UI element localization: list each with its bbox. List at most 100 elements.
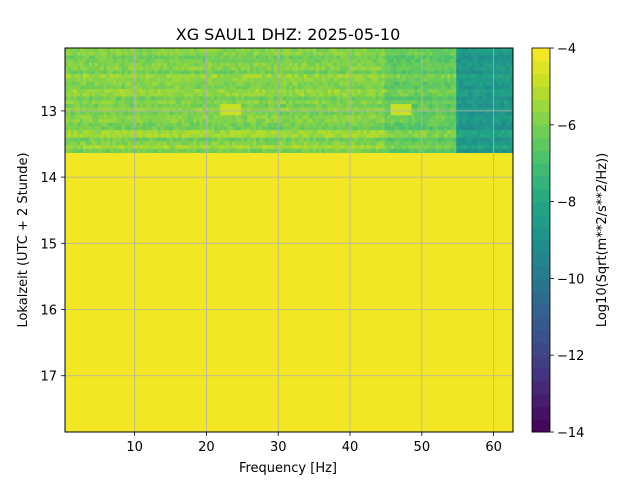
- heatmap-cell: [381, 51, 385, 56]
- heatmap-cell: [297, 122, 302, 127]
- heatmap-cell: [417, 141, 421, 146]
- heatmap-cell: [384, 89, 388, 94]
- heatmap-cell: [79, 59, 84, 64]
- heatmap-cell: [471, 51, 475, 56]
- heatmap-cell: [402, 92, 406, 97]
- heatmap-cell: [103, 77, 108, 83]
- heatmap-cell: [291, 137, 296, 142]
- heatmap-cell: [106, 100, 111, 105]
- heatmap-cell: [235, 145, 239, 150]
- heatmap-cell: [324, 130, 329, 135]
- heatmap-cell: [268, 77, 272, 83]
- heatmap-cell: [309, 89, 314, 94]
- heatmap-cell: [226, 104, 230, 109]
- heatmap-cell: [351, 104, 356, 109]
- colorbar-level: [532, 304, 550, 318]
- heatmap-cell: [498, 81, 502, 86]
- heatmap-cell: [378, 104, 382, 109]
- heatmap-cell: [441, 145, 445, 150]
- heatmap-cell: [384, 59, 388, 64]
- heatmap-cell: [178, 96, 182, 101]
- heatmap-cell: [345, 145, 350, 150]
- heatmap-cell: [294, 100, 299, 105]
- heatmap-cell: [226, 111, 230, 116]
- heatmap-cell: [139, 92, 144, 97]
- heatmap-cell: [202, 145, 206, 150]
- heatmap-cell: [468, 48, 472, 53]
- heatmap-cell: [190, 141, 194, 146]
- heatmap-cell: [354, 55, 359, 60]
- heatmap-cell: [294, 66, 299, 71]
- heatmap-cell: [151, 126, 155, 131]
- heatmap-cell: [127, 48, 132, 53]
- heatmap-cell: [178, 141, 182, 146]
- heatmap-cell: [241, 66, 245, 71]
- heatmap-cell: [315, 81, 320, 86]
- heatmap-cell: [297, 51, 302, 56]
- heatmap-cell: [265, 148, 269, 154]
- heatmap-cell: [67, 137, 72, 142]
- heatmap-cell: [507, 92, 511, 97]
- heatmap-cell: [259, 115, 263, 120]
- heatmap-cell: [465, 122, 469, 127]
- heatmap-cell: [354, 48, 359, 53]
- heatmap-cell: [106, 122, 111, 127]
- heatmap-cell: [124, 89, 129, 94]
- heatmap-cell: [294, 126, 299, 131]
- heatmap-cell: [199, 48, 203, 53]
- heatmap-cell: [79, 145, 84, 150]
- heatmap-cell: [396, 96, 400, 101]
- heatmap-cell: [375, 89, 379, 94]
- heatmap-cell: [444, 48, 448, 53]
- heatmap-cell: [477, 100, 481, 105]
- heatmap-cell: [309, 70, 314, 75]
- heatmap-cell: [417, 89, 421, 94]
- heatmap-cell: [306, 130, 311, 135]
- heatmap-cell: [151, 62, 155, 68]
- heatmap-cell: [423, 74, 427, 79]
- heatmap-cell: [468, 107, 472, 112]
- heatmap-cell: [169, 48, 173, 53]
- heatmap-cell: [148, 51, 153, 56]
- heatmap-cell: [351, 115, 356, 120]
- heatmap-cell: [250, 145, 254, 150]
- heatmap-cell: [223, 85, 227, 90]
- heatmap-cell: [223, 66, 227, 71]
- heatmap-cell: [244, 137, 248, 142]
- heatmap-cell: [489, 122, 493, 127]
- heatmap-cell: [393, 96, 397, 101]
- heatmap-cell: [339, 100, 344, 105]
- heatmap-cell: [453, 51, 457, 56]
- heatmap-cell: [220, 62, 224, 68]
- heatmap-cell: [477, 96, 481, 101]
- heatmap-cell: [229, 115, 233, 120]
- heatmap-cell: [163, 126, 167, 131]
- heatmap-cell: [312, 55, 317, 60]
- heatmap-cell: [354, 81, 359, 86]
- heatmap-cell: [235, 70, 239, 75]
- heatmap-cell: [262, 59, 266, 64]
- heatmap-cell: [214, 126, 218, 131]
- heatmap-cell: [199, 130, 203, 135]
- heatmap-cell: [300, 92, 305, 97]
- heatmap-cell: [280, 133, 284, 139]
- heatmap-cell: [65, 51, 69, 56]
- heatmap-cell: [366, 89, 371, 94]
- heatmap-cell: [462, 51, 466, 56]
- heatmap-cell: [483, 148, 487, 154]
- heatmap-cell: [303, 130, 308, 135]
- heatmap-cell: [238, 89, 242, 94]
- heatmap-cell: [501, 126, 505, 131]
- colorbar-level: [532, 380, 550, 395]
- heatmap-cell: [94, 104, 99, 109]
- heatmap-cell: [145, 100, 150, 105]
- heatmap-cell: [65, 66, 69, 71]
- heatmap-cell: [504, 133, 508, 139]
- heatmap-cell: [106, 51, 111, 56]
- heatmap-cell: [309, 55, 314, 60]
- heatmap-cell: [169, 115, 173, 120]
- heatmap-cell: [303, 48, 308, 53]
- heatmap-cell: [402, 115, 406, 120]
- heatmap-cell: [294, 115, 299, 120]
- colorbar-level: [532, 201, 550, 215]
